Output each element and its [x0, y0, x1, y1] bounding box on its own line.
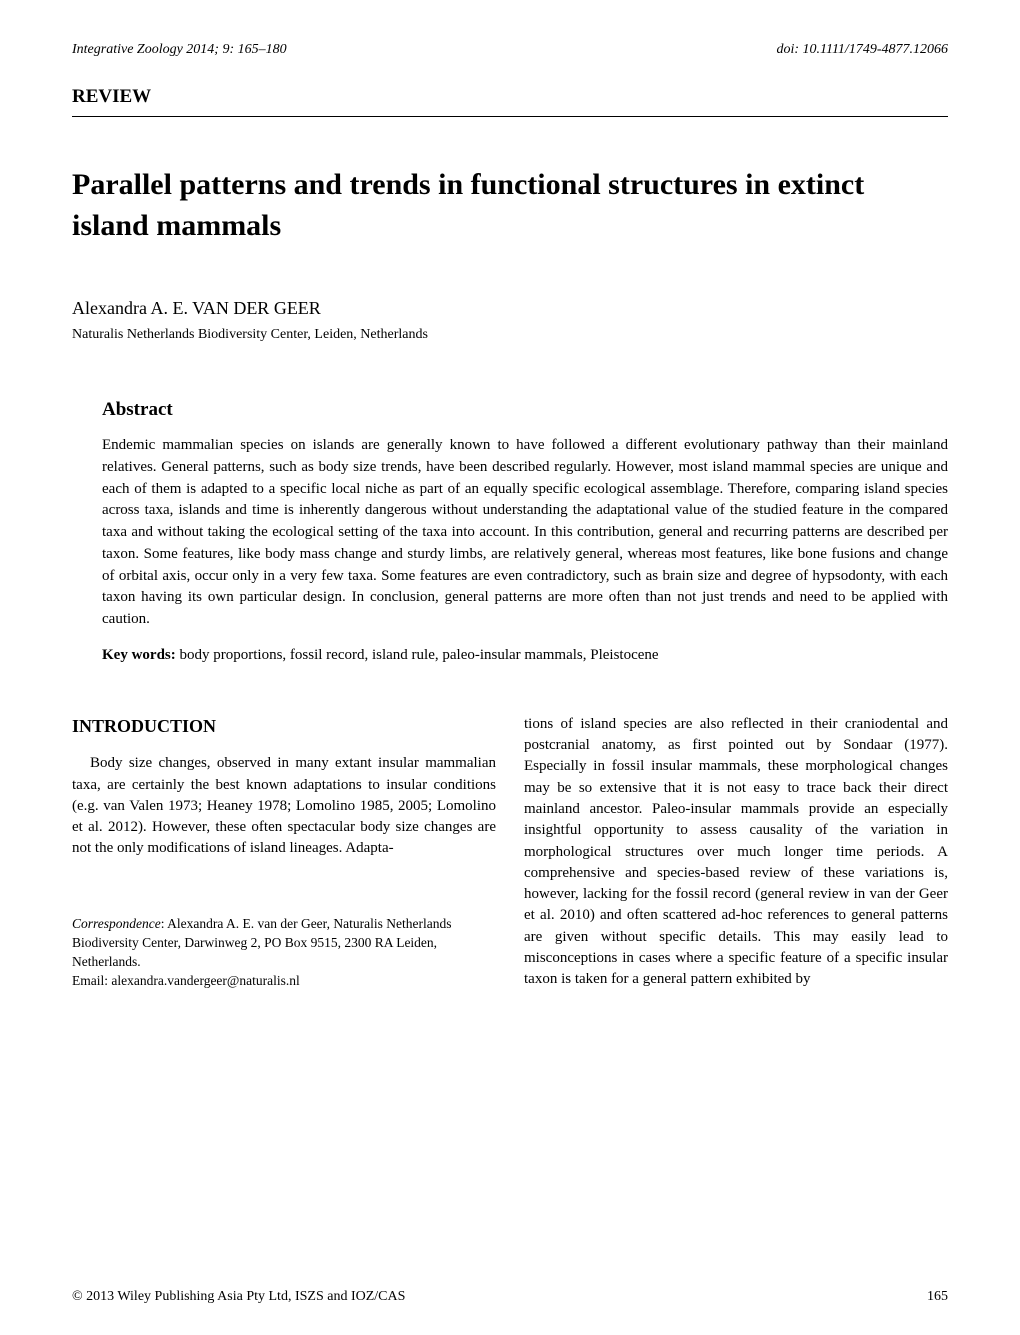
- abstract-block: Abstract Endemic mammalian species on is…: [72, 399, 948, 664]
- column-left: INTRODUCTION Body size changes, observed…: [72, 714, 496, 991]
- copyright: © 2013 Wiley Publishing Asia Pty Ltd, IS…: [72, 1289, 405, 1305]
- abstract-heading: Abstract: [102, 399, 948, 421]
- section-label: REVIEW: [72, 86, 948, 108]
- column-spacer: [72, 860, 496, 875]
- page-number: 165: [927, 1289, 948, 1305]
- abstract-text: Endemic mammalian species on islands are…: [102, 435, 948, 631]
- intro-paragraph-left: Body size changes, observed in many exta…: [72, 753, 496, 859]
- doi: doi: 10.1111/1749-4877.12066: [777, 42, 949, 58]
- introduction-heading: INTRODUCTION: [72, 714, 496, 740]
- correspondence-block: Correspondence: Alexandra A. E. van der …: [72, 915, 496, 991]
- journal-citation: Integrative Zoology 2014; 9: 165–180: [72, 42, 287, 58]
- article-title: Parallel patterns and trends in function…: [72, 165, 948, 246]
- page-header: Integrative Zoology 2014; 9: 165–180 doi…: [72, 42, 948, 58]
- correspondence-line: Correspondence: Alexandra A. E. van der …: [72, 915, 496, 972]
- keywords-text: body proportions, fossil record, island …: [176, 647, 659, 663]
- body-columns: INTRODUCTION Body size changes, observed…: [72, 714, 948, 991]
- keywords-line: Key words: body proportions, fossil reco…: [102, 647, 948, 664]
- column-right: tions of island species are also reflect…: [524, 714, 948, 991]
- keywords-label: Key words:: [102, 647, 176, 663]
- author-name: Alexandra A. E. VAN DER GEER: [72, 298, 948, 319]
- correspondence-label: Correspondence: [72, 916, 161, 931]
- section-rule: [72, 116, 948, 117]
- intro-paragraph-right: tions of island species are also reflect…: [524, 714, 948, 991]
- page-footer: © 2013 Wiley Publishing Asia Pty Ltd, IS…: [72, 1289, 948, 1305]
- correspondence-email: Email: alexandra.vandergeer@naturalis.nl: [72, 972, 496, 991]
- author-affiliation: Naturalis Netherlands Biodiversity Cente…: [72, 327, 948, 343]
